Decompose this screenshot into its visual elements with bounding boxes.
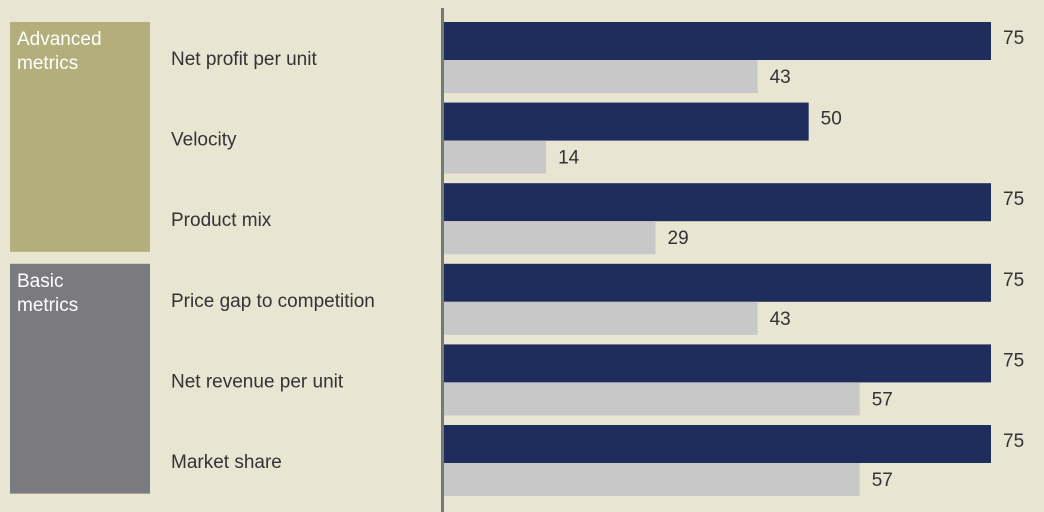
value-label: 75: [1003, 189, 1024, 210]
value-label: 43: [770, 67, 791, 88]
bar: [444, 60, 758, 93]
value-label: 75: [1003, 350, 1024, 371]
value-label: 75: [1003, 28, 1024, 49]
bar: [444, 22, 991, 60]
group-box: [10, 263, 150, 494]
group-label: Basic metrics: [17, 271, 78, 316]
bar: [444, 463, 860, 496]
category-label: Velocity: [171, 130, 237, 151]
bar: [444, 102, 809, 141]
bar: [444, 425, 991, 463]
bar: [444, 221, 656, 255]
category-label: Price gap to competition: [171, 291, 375, 312]
bar: [444, 183, 991, 222]
group-label: Advanced metrics: [17, 29, 102, 74]
bar: [444, 382, 860, 416]
value-label: 43: [770, 309, 791, 330]
value-label: 75: [1003, 270, 1024, 291]
bar: [444, 344, 991, 383]
value-label: 14: [558, 148, 580, 169]
category-label: Market share: [171, 452, 282, 473]
bar: [444, 301, 758, 335]
value-label: 29: [668, 228, 689, 249]
bar: [444, 263, 991, 302]
group-box: [10, 22, 150, 252]
value-label: 57: [872, 470, 893, 491]
value-label: 50: [821, 109, 842, 130]
category-label: Net revenue per unit: [171, 371, 344, 392]
category-label: Net profit per unit: [171, 49, 317, 70]
value-label: 75: [1003, 431, 1024, 452]
value-label: 57: [872, 389, 893, 410]
bar: [444, 140, 547, 174]
category-label: Product mix: [171, 210, 272, 231]
